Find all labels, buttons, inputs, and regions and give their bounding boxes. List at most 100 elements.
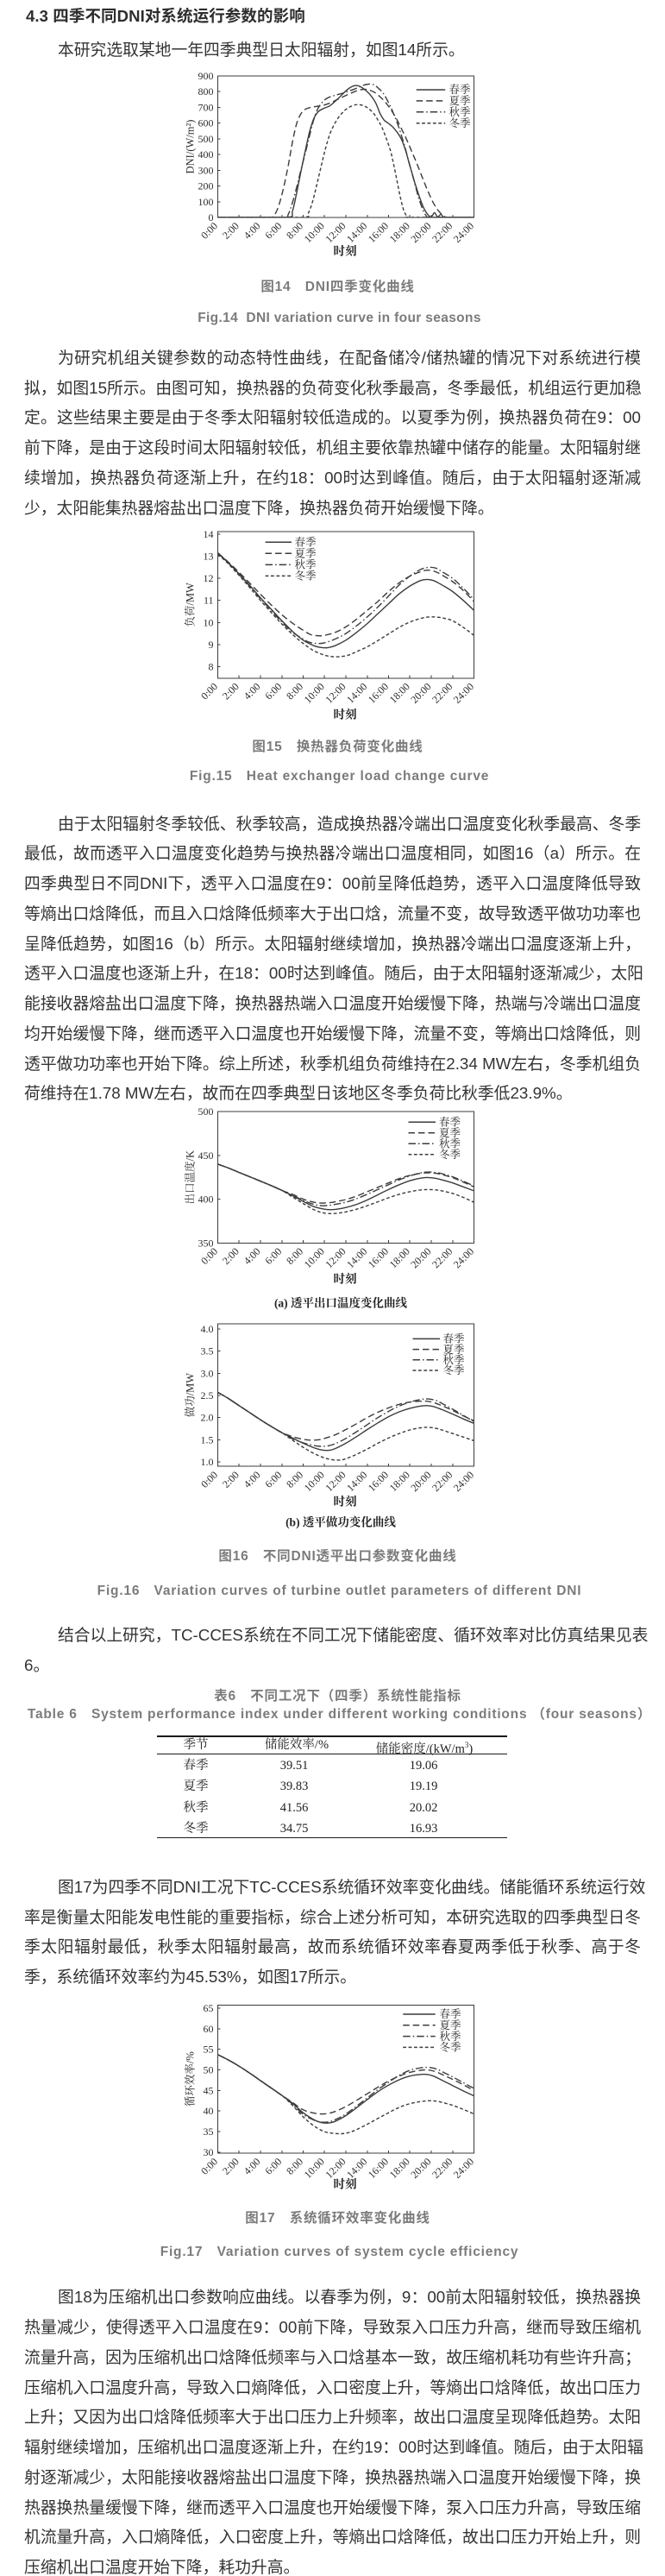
svg-text:24:00: 24:00 — [451, 1245, 476, 1270]
svg-text:100: 100 — [198, 196, 214, 208]
svg-text:24:00: 24:00 — [451, 220, 476, 245]
svg-text:9: 9 — [209, 639, 214, 651]
svg-text:24:00: 24:00 — [451, 2156, 476, 2181]
svg-text:冬季: 冬季 — [440, 2041, 462, 2054]
svg-text:冬季: 冬季 — [443, 1364, 466, 1376]
svg-text:12:00: 12:00 — [323, 681, 348, 706]
svg-text:秋季: 秋季 — [440, 2030, 462, 2043]
svg-text:6:00: 6:00 — [262, 1469, 284, 1490]
svg-text:1.5: 1.5 — [201, 1433, 214, 1445]
svg-text:冬季: 冬季 — [439, 1148, 461, 1161]
svg-text:800: 800 — [198, 85, 214, 98]
svg-text:11: 11 — [204, 595, 214, 607]
svg-text:0: 0 — [209, 211, 214, 224]
svg-text:4:00: 4:00 — [242, 2156, 263, 2177]
svg-text:春季: 春季 — [443, 1332, 466, 1345]
svg-text:350: 350 — [198, 1237, 214, 1249]
svg-text:600: 600 — [198, 117, 214, 129]
svg-text:55: 55 — [204, 2044, 214, 2056]
svg-text:16:00: 16:00 — [366, 1245, 391, 1270]
svg-text:900: 900 — [198, 70, 214, 82]
svg-text:22:00: 22:00 — [430, 220, 455, 245]
svg-text:40: 40 — [204, 2105, 214, 2117]
svg-text:12:00: 12:00 — [323, 1245, 348, 1270]
svg-text:14:00: 14:00 — [344, 220, 369, 245]
svg-text:450: 450 — [198, 1149, 214, 1162]
svg-text:14:00: 14:00 — [344, 1245, 369, 1270]
svg-text:400: 400 — [198, 1194, 214, 1206]
svg-text:6:00: 6:00 — [262, 681, 284, 702]
svg-text:DNI/(W/m²): DNI/(W/m²) — [185, 120, 197, 174]
svg-text:出口温度/K: 出口温度/K — [184, 1150, 197, 1205]
svg-text:6:00: 6:00 — [262, 220, 284, 242]
svg-text:(b) 透平做功变化曲线: (b) 透平做功变化曲线 — [285, 1515, 396, 1529]
svg-text:秋季: 秋季 — [449, 105, 472, 118]
svg-text:秋季: 秋季 — [295, 558, 317, 571]
svg-text:冬季: 冬季 — [449, 117, 472, 129]
svg-text:12: 12 — [204, 572, 214, 584]
svg-text:14:00: 14:00 — [344, 1469, 369, 1494]
svg-text:4:00: 4:00 — [242, 1469, 263, 1490]
svg-text:4:00: 4:00 — [242, 681, 263, 702]
svg-text:0:00: 0:00 — [198, 1469, 220, 1490]
svg-text:0:00: 0:00 — [198, 681, 220, 702]
svg-text:20:00: 20:00 — [408, 220, 433, 245]
svg-text:60: 60 — [204, 2023, 214, 2035]
svg-text:14:00: 14:00 — [344, 681, 369, 706]
svg-text:春季: 春季 — [295, 536, 317, 549]
svg-text:夏季: 夏季 — [440, 2019, 462, 2031]
svg-text:18:00: 18:00 — [387, 2156, 412, 2181]
svg-text:2:00: 2:00 — [220, 1469, 242, 1490]
svg-text:时刻: 时刻 — [334, 708, 357, 721]
svg-text:300: 300 — [198, 164, 214, 176]
svg-text:22:00: 22:00 — [430, 1469, 455, 1494]
svg-text:18:00: 18:00 — [387, 1469, 412, 1494]
svg-text:20:00: 20:00 — [408, 2156, 433, 2181]
svg-text:50: 50 — [204, 2064, 214, 2076]
svg-text:20:00: 20:00 — [408, 1245, 433, 1270]
svg-text:夏季: 夏季 — [295, 547, 317, 560]
svg-text:时刻: 时刻 — [334, 1496, 357, 1508]
svg-text:400: 400 — [198, 148, 214, 161]
svg-text:夏季: 夏季 — [449, 94, 472, 107]
svg-text:10:00: 10:00 — [302, 1469, 327, 1494]
svg-text:14:00: 14:00 — [344, 2156, 369, 2181]
svg-text:4:00: 4:00 — [242, 220, 263, 242]
svg-text:20:00: 20:00 — [408, 681, 433, 706]
svg-text:10:00: 10:00 — [302, 1245, 327, 1270]
svg-text:(a) 透平出口温度变化曲线: (a) 透平出口温度变化曲线 — [274, 1296, 408, 1310]
svg-text:2:00: 2:00 — [220, 220, 242, 242]
svg-text:秋季: 秋季 — [443, 1353, 466, 1366]
svg-text:2:00: 2:00 — [220, 2156, 242, 2177]
svg-text:12:00: 12:00 — [323, 1469, 348, 1494]
svg-text:3.0: 3.0 — [201, 1367, 214, 1379]
svg-text:6:00: 6:00 — [262, 2156, 284, 2177]
svg-text:8: 8 — [209, 661, 214, 673]
svg-text:22:00: 22:00 — [430, 1245, 455, 1270]
svg-text:10: 10 — [204, 616, 214, 628]
svg-text:45: 45 — [204, 2084, 214, 2096]
svg-text:35: 35 — [204, 2126, 214, 2138]
svg-text:16:00: 16:00 — [366, 1469, 391, 1494]
svg-text:2.0: 2.0 — [201, 1412, 214, 1424]
svg-text:2:00: 2:00 — [220, 1245, 242, 1267]
svg-text:2:00: 2:00 — [220, 681, 242, 702]
svg-text:冬季: 冬季 — [295, 570, 317, 583]
svg-text:春季: 春季 — [449, 83, 472, 96]
svg-text:10:00: 10:00 — [302, 220, 327, 245]
svg-text:16:00: 16:00 — [366, 2156, 391, 2181]
svg-text:秋季: 秋季 — [439, 1137, 461, 1150]
svg-text:4.0: 4.0 — [201, 1323, 214, 1335]
svg-text:14: 14 — [204, 528, 214, 540]
svg-text:循环效率/%: 循环效率/% — [184, 2051, 197, 2107]
svg-text:18:00: 18:00 — [387, 1245, 412, 1270]
svg-text:30: 30 — [204, 2146, 214, 2158]
svg-text:时刻: 时刻 — [334, 2178, 357, 2191]
svg-text:0:00: 0:00 — [198, 2156, 220, 2177]
svg-text:18:00: 18:00 — [387, 681, 412, 706]
svg-text:12:00: 12:00 — [323, 220, 348, 245]
svg-text:0:00: 0:00 — [198, 220, 220, 242]
svg-text:1.0: 1.0 — [201, 1456, 214, 1468]
svg-text:6:00: 6:00 — [262, 1245, 284, 1267]
svg-text:夏季: 夏季 — [439, 1126, 461, 1139]
